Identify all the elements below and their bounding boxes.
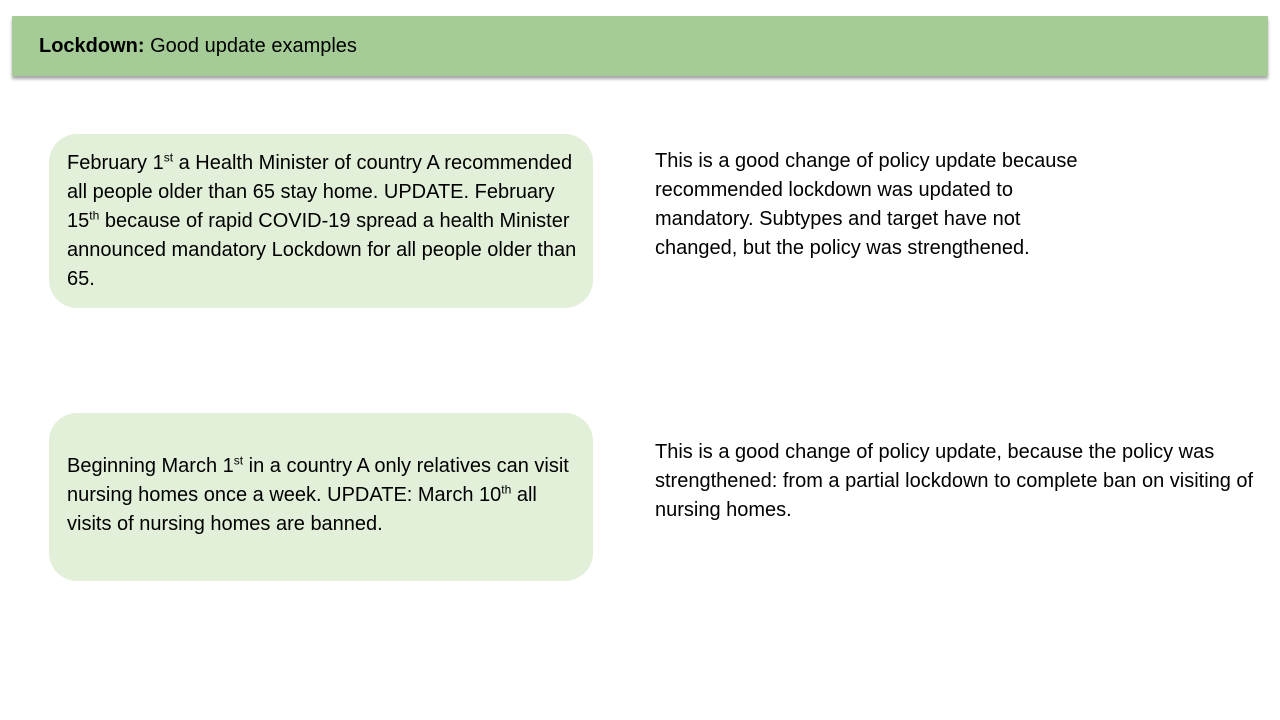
example-1-text: February 1st a Health Minister of countr… bbox=[67, 150, 577, 290]
example-card-2: Beginning March 1st in a country A only … bbox=[49, 413, 593, 581]
example-card-1: February 1st a Health Minister of countr… bbox=[49, 134, 593, 308]
example-2-date-start: Beginning March 1 bbox=[67, 455, 234, 477]
example-2-body-1: in a country A only relatives can visit … bbox=[67, 455, 569, 506]
example-2-ordinal-1: st bbox=[233, 453, 244, 468]
example-2-explanation: This is a good change of policy update, … bbox=[655, 441, 1254, 521]
example-1-ordinal-1: st bbox=[163, 150, 174, 165]
example-1-explanation: This is a good change of policy update b… bbox=[655, 150, 1078, 259]
slide-title-label: Lockdown: bbox=[39, 34, 145, 57]
example-1-body-1: a Health Minister of country A recommend… bbox=[67, 152, 573, 232]
example-2-ordinal-2: th bbox=[501, 482, 512, 497]
example-1-ordinal-2: th bbox=[89, 208, 100, 223]
slide-title-text: Good update examples bbox=[150, 34, 357, 57]
example-1-body-2: because of rapid COVID-19 spread a healt… bbox=[67, 210, 577, 290]
slide-title: Lockdown: Good update examples bbox=[39, 35, 357, 58]
slide-title-bar: Lockdown: Good update examples bbox=[12, 16, 1268, 76]
example-1-date-start: February 1 bbox=[67, 152, 164, 174]
example-2-body-2: all visits of nursing homes are banned. bbox=[67, 484, 537, 535]
example-2-text: Beginning March 1st in a country A only … bbox=[67, 453, 569, 535]
